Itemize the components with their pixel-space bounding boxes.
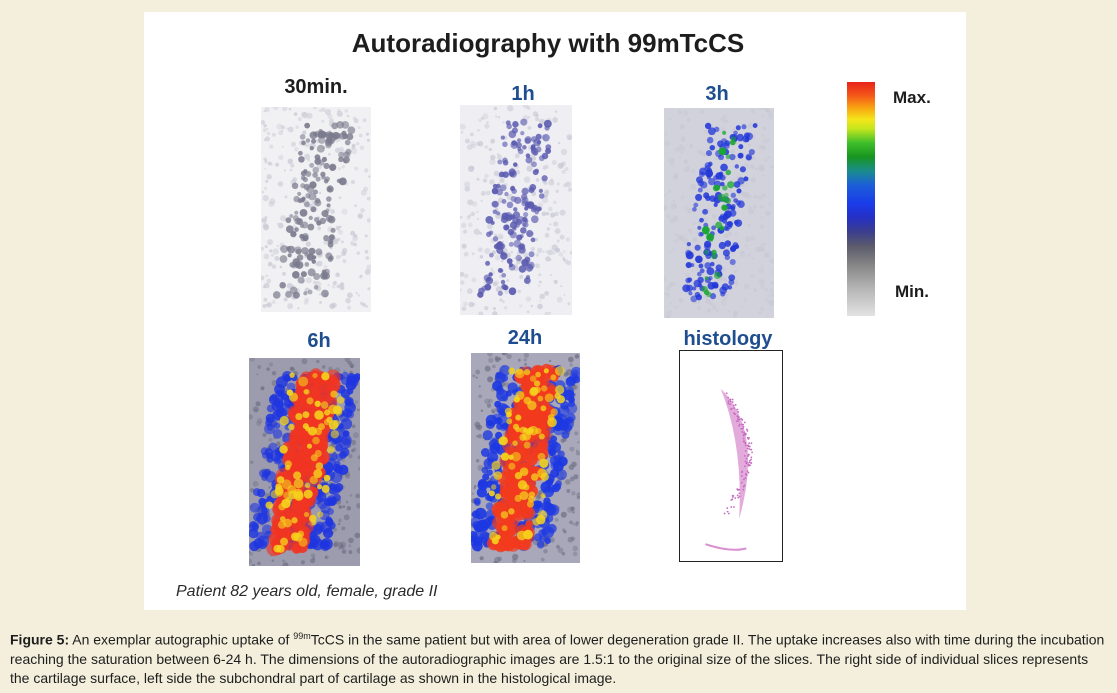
caption-text-rest: TcCS in the same patient but with area o… [10, 631, 1105, 686]
timepoint-label-1h: 1h [511, 83, 535, 105]
colorbar-min-label: Min. [895, 282, 929, 301]
timepoint-label-3h: 3h [705, 83, 729, 105]
autoradiograph-24h [471, 353, 580, 563]
autoradiograph-30min [261, 107, 371, 312]
timepoint-label-24h: 24h [507, 327, 543, 349]
figure-caption: Figure 5: An exemplar autographic uptake… [10, 627, 1110, 688]
histology-image [679, 350, 783, 562]
caption-text-start: An exemplar autographic uptake of [69, 631, 294, 648]
autoradiograph-3h [664, 108, 774, 318]
slice-image [680, 351, 782, 561]
intensity-colorbar [847, 82, 875, 316]
timepoint-label-30min: 30min. [284, 76, 348, 98]
autoradiograph-6h [249, 358, 360, 566]
timepoint-label-6h: 6h [307, 330, 331, 352]
autoradiograph-1h [460, 105, 572, 315]
slice-image [664, 108, 774, 318]
patient-note: Patient 82 years old, female, grade II [176, 583, 438, 600]
colorbar-max-label: Max. [893, 88, 931, 107]
caption-superscript: 99m [293, 631, 311, 641]
slice-image [261, 107, 371, 312]
figure-panel: Autoradiography with 99mTcCS 30min. 1h 3… [144, 12, 966, 610]
figure-title: Autoradiography with 99mTcCS [351, 28, 745, 58]
timepoint-label-histology: histology [683, 328, 773, 350]
slice-image [249, 358, 360, 566]
slice-image [460, 105, 572, 315]
caption-label: Figure 5: [10, 631, 70, 648]
slice-image [471, 353, 580, 563]
